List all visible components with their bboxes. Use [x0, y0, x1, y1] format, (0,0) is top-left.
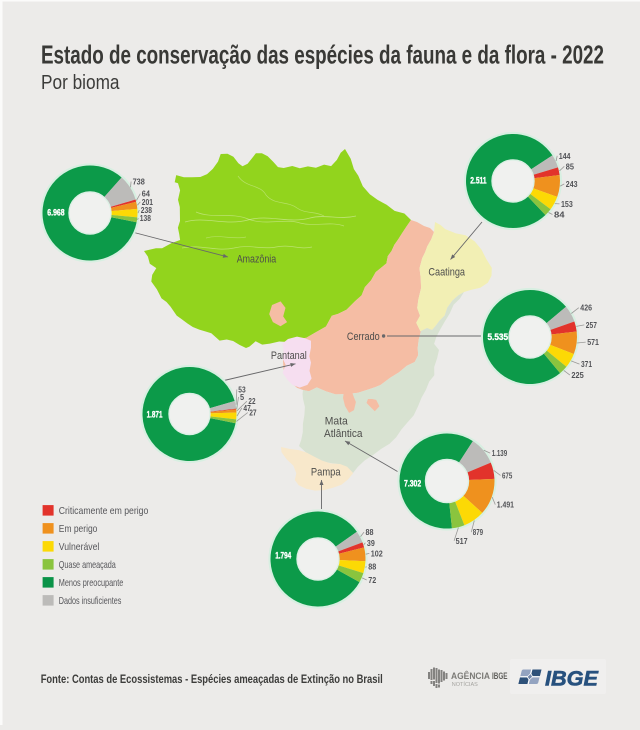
- svg-text:Por bioma: Por bioma: [41, 72, 120, 94]
- svg-text:Dados insuficientes: Dados insuficientes: [59, 596, 122, 607]
- svg-text:88: 88: [368, 562, 376, 572]
- svg-text:Pantanal: Pantanal: [271, 350, 307, 362]
- svg-text:517: 517: [456, 536, 468, 546]
- svg-text:Criticamente em perigo: Criticamente em perigo: [59, 506, 149, 517]
- svg-text:102: 102: [371, 548, 383, 558]
- svg-text:Atlântica: Atlântica: [324, 428, 363, 440]
- svg-text:1.139: 1.139: [492, 448, 508, 458]
- svg-text:Fonte: Contas de Ecossistemas: Fonte: Contas de Ecossistemas - Espécies…: [41, 672, 383, 686]
- svg-text:5: 5: [240, 392, 244, 402]
- svg-text:Estado de conservação das espé: Estado de conservação das espécies da fa…: [41, 40, 604, 70]
- svg-text:IBGE: IBGE: [545, 668, 599, 691]
- svg-text:1.871: 1.871: [147, 409, 163, 419]
- svg-text:2.511: 2.511: [470, 175, 486, 185]
- svg-text:7.302: 7.302: [404, 479, 421, 489]
- svg-text:84: 84: [554, 210, 565, 220]
- svg-text:243: 243: [566, 179, 578, 189]
- svg-text:Em perigo: Em perigo: [59, 524, 98, 535]
- svg-text:225: 225: [571, 370, 584, 380]
- svg-text:85: 85: [566, 161, 574, 171]
- svg-text:NOTÍCIAS: NOTÍCIAS: [452, 681, 478, 688]
- svg-text:5.535: 5.535: [488, 332, 509, 342]
- svg-text:Quase ameaçada: Quase ameaçada: [59, 560, 116, 571]
- svg-text:39: 39: [367, 538, 375, 548]
- svg-text:153: 153: [561, 199, 573, 209]
- svg-text:879: 879: [473, 527, 483, 537]
- svg-text:Amazônia: Amazônia: [237, 253, 277, 265]
- svg-text:Vulnerável: Vulnerável: [59, 542, 100, 553]
- svg-text:Menos preocupante: Menos preocupante: [59, 578, 124, 589]
- svg-text:571: 571: [587, 337, 599, 347]
- svg-text:371: 371: [581, 359, 592, 369]
- svg-text:AGÊNCIA: AGÊNCIA: [451, 670, 491, 681]
- svg-text:138: 138: [140, 213, 151, 223]
- svg-text:Caatinga: Caatinga: [428, 267, 465, 279]
- svg-text:Cerrado: Cerrado: [347, 331, 380, 343]
- svg-text:144: 144: [559, 151, 571, 161]
- svg-text:675: 675: [502, 470, 512, 480]
- svg-text:88: 88: [366, 527, 374, 537]
- svg-text:IBGE: IBGE: [492, 671, 508, 681]
- svg-text:1.794: 1.794: [275, 551, 291, 561]
- svg-text:738: 738: [133, 177, 145, 187]
- svg-text:Mata: Mata: [325, 415, 349, 427]
- svg-text:27: 27: [249, 408, 257, 418]
- svg-text:1.491: 1.491: [497, 500, 514, 510]
- svg-text:257: 257: [586, 320, 597, 330]
- svg-text:6.968: 6.968: [47, 207, 64, 217]
- svg-text:72: 72: [368, 575, 376, 585]
- svg-text:426: 426: [580, 303, 592, 313]
- svg-text:Pampa: Pampa: [311, 466, 341, 478]
